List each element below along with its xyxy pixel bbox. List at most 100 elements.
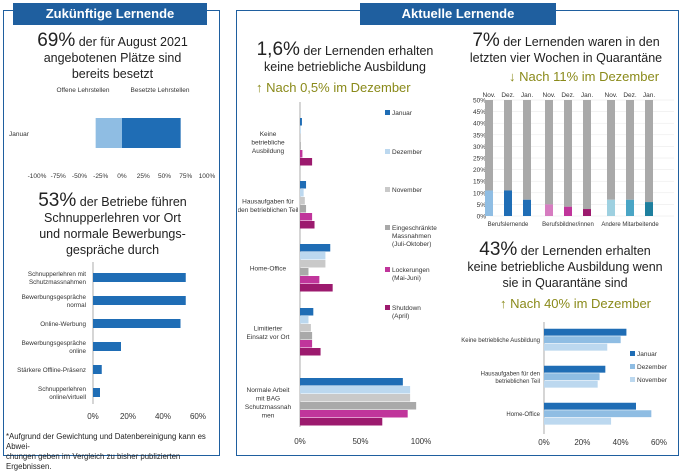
bar — [544, 343, 608, 351]
stat-keine-ausbildung-line2: keine betriebliche Ausbildung — [264, 60, 426, 74]
stat-quarantaene-ausbildung-line3: sie in Quarantäne sind — [502, 276, 628, 290]
x-tick-label: 60% — [190, 412, 206, 421]
x-tick-label: 40% — [613, 438, 629, 447]
legend-swatch — [385, 149, 390, 154]
bar — [93, 365, 102, 374]
legend-label: November — [637, 377, 668, 384]
bar — [300, 134, 301, 142]
bar — [300, 348, 321, 356]
bar — [300, 386, 411, 394]
bar-in-quarantine — [504, 190, 512, 216]
quarantaene-ausbildung-chart: Keine betriebliche Ausbildung Hausaufgabe… — [461, 322, 668, 447]
category-label: Schutzmassnah — [245, 404, 292, 411]
legend-label: November — [392, 187, 423, 194]
month-label: Jan. — [581, 92, 593, 99]
right-panel-title: Aktuelle Lernende — [360, 3, 556, 25]
stat-schnupper-line2: Schnupperlehren vor Ort — [44, 211, 181, 225]
y-tick-label: 30% — [473, 144, 486, 151]
category-label: Bewerbungsgespräche — [22, 340, 87, 347]
category-label: Schnupperlehren — [38, 386, 86, 393]
legend-swatch — [385, 267, 390, 272]
legend-besetzte-lehrstellen: Besetzte Lehrstellen — [131, 87, 190, 94]
bar-in-quarantine — [645, 202, 653, 216]
category-label: Bewerbungsgespräche — [22, 294, 87, 301]
bar — [300, 316, 309, 324]
category-label: betrieblichen Teil — [495, 379, 540, 385]
x-tick-label: 40% — [155, 412, 171, 421]
legend-swatch — [630, 364, 635, 369]
bar — [300, 340, 313, 348]
legend-label: Shutdown — [392, 305, 421, 312]
bar-besetzte-lehrstellen — [122, 118, 181, 148]
x-tick-label: 0% — [294, 437, 306, 446]
bar — [300, 189, 304, 197]
x-tick-label: 25% — [137, 173, 150, 180]
lehrstellen-chart: Offene Lehrstellen Besetzte Lehrstellen Ja… — [9, 87, 216, 180]
legend-swatch — [385, 110, 390, 115]
stat-schnupper-value: 53% — [38, 190, 77, 211]
legend-label: (Juli-Oktober) — [392, 241, 431, 248]
y-tick-label: 5% — [477, 202, 487, 209]
stat-schnupper-line4: gespräche durch — [65, 243, 160, 257]
stat-quarantaene-ausbildung-line1: der Lernenden erhalten — [520, 244, 651, 258]
bar-not-in-quarantine — [564, 100, 572, 207]
footnote-line2: chungen geben im Vergleich zu bisher pub… — [6, 452, 181, 471]
legend-label: (April) — [392, 313, 409, 320]
stat-quarantaene-ausbildung-line2: keine betriebliche Ausbildung wenn — [467, 260, 663, 274]
trend-keine-ausbildung: ↑ Nach 0,5% im Dezember — [256, 80, 411, 95]
x-tick-label: -75% — [51, 173, 66, 180]
category-label: Stärkere Offline-Präsenz — [17, 367, 86, 374]
legend-label: (Mai-Juni) — [392, 275, 421, 282]
x-tick-label: 60% — [651, 438, 667, 447]
stat-quarantaene-value: 7% — [472, 30, 500, 51]
bar — [300, 418, 383, 426]
bar — [300, 324, 311, 332]
bar — [300, 410, 408, 418]
x-tick-label: 50% — [352, 437, 368, 446]
legend-label: Januar — [637, 351, 658, 358]
x-tick-label: 0% — [87, 412, 99, 421]
stat-quarantaene-ausbildung: 43% der Lernenden erhalten keine betrieb… — [452, 239, 678, 291]
category-label: Home-Office — [250, 266, 287, 273]
category-label: Normale Arbeit — [247, 387, 290, 394]
bar-not-in-quarantine — [545, 100, 553, 205]
stat-lehrstellen-line1: der für August 2021 — [78, 35, 188, 49]
bar-in-quarantine — [545, 204, 553, 216]
category-label: online — [69, 348, 86, 355]
y-tick-label: 40% — [473, 121, 486, 128]
bar — [300, 308, 314, 316]
stat-quarantaene-ausbildung-value: 43% — [479, 239, 518, 260]
bar — [300, 221, 315, 229]
y-tick-label: 50% — [473, 98, 486, 105]
category-label: Keine betriebliche Ausbildung — [461, 338, 540, 344]
category-label: Hausaufgaben für — [242, 198, 295, 205]
category-label: den betrieblichen Teil — [238, 207, 299, 214]
category-label: Ausbildung — [252, 148, 285, 155]
bar-in-quarantine — [523, 199, 531, 216]
bar — [300, 213, 313, 221]
bar-in-quarantine — [626, 199, 634, 216]
stat-schnupper-line3: und normale Bewerbungs- — [39, 227, 186, 241]
bar — [300, 378, 403, 386]
bar — [300, 252, 326, 260]
left-panel-title: Zukünftige Lernende — [13, 3, 207, 25]
stat-lehrstellen: 69% der für August 2021 angebotenen Plät… — [10, 31, 215, 82]
y-tick-label: 10% — [473, 190, 486, 197]
x-tick-label: 75% — [179, 173, 192, 180]
x-tick-label: 100% — [199, 173, 216, 180]
bar — [300, 142, 301, 150]
bar — [300, 276, 320, 284]
bar — [300, 158, 313, 166]
legend-label: Dezember — [637, 364, 668, 371]
stat-quarantaene-line2: letzten vier Wochen in Quarantäne — [469, 51, 663, 65]
bar — [300, 244, 331, 252]
trend-quarantaene: ↓ Nach 11% im Dezember — [509, 69, 660, 84]
bar-not-in-quarantine — [485, 100, 493, 191]
x-tick-label: -100% — [28, 173, 47, 180]
stat-quarantaene: 7% der Lernenden waren in den letzten vi… — [454, 30, 678, 66]
bar — [544, 380, 598, 388]
bar — [93, 388, 100, 397]
bar — [544, 373, 600, 381]
bar — [300, 284, 333, 292]
